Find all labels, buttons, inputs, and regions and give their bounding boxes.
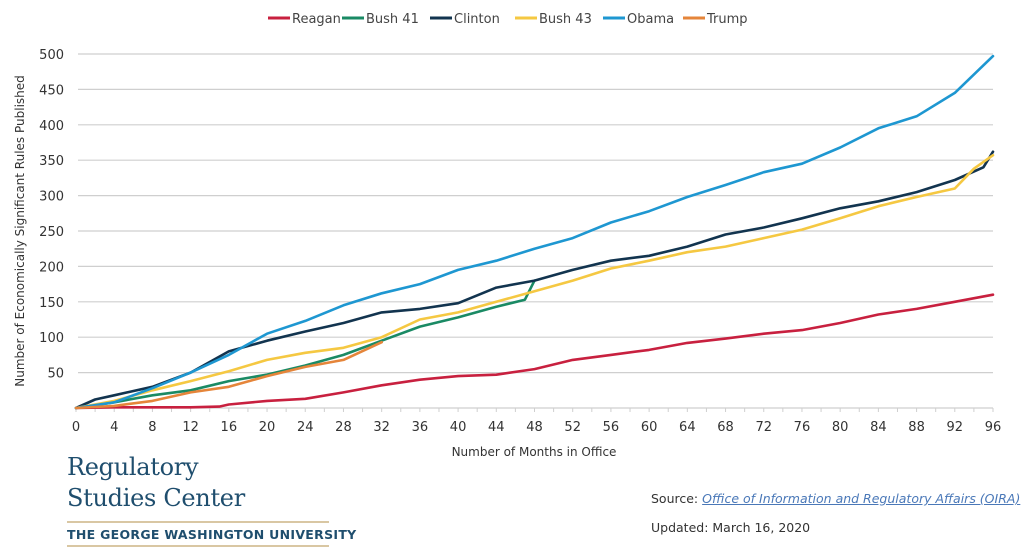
logo-title-line2: Studies Center [67,484,245,512]
source-label: Source: [651,491,703,506]
line-chart: Reagan Bush 41 Clinton Bush 43 Obama Trump 50… [13,12,1002,459]
x-tick-label: 72 [755,420,772,435]
x-tick-label: 4 [110,420,118,435]
x-tick-label: 76 [794,420,811,435]
x-tick-label: 32 [373,420,390,435]
gridlines [78,53,993,374]
legend-label: Reagan [292,12,341,27]
legend-item-clinton[interactable]: Clinton [430,12,500,27]
legend-label: Bush 43 [539,12,592,27]
x-tick-label: 28 [335,420,352,435]
updated-date: Updated: March 16, 2020 [651,520,811,535]
x-axis: 0 4 8 12 16 20 24 28 32 36 40 44 48 52 56 60 64 68 72 76 80 8… [72,407,1002,435]
legend-item-reagan[interactable]: Reagan [268,12,341,27]
source-note: Source: Office of Information and Regula… [651,491,1020,506]
series-line-bush-41 [74,279,536,410]
y-axis-ticks: 50 100 150 200 250 300 350 400 450 500 [39,48,64,382]
legend-label: Trump [706,12,748,27]
y-tick-label: 300 [39,190,64,205]
y-tick-label: 350 [39,154,64,169]
y-tick-label: 150 [39,296,64,311]
legend-label: Bush 41 [366,12,419,27]
x-tick-label: 52 [564,420,581,435]
series-line-reagan [74,293,995,410]
x-axis-title: Number of Months in Office [452,445,617,459]
legend-item-bush-41[interactable]: Bush 41 [342,12,419,27]
logo-divider-bottom [67,545,329,547]
x-tick-label: 36 [412,420,429,435]
x-tick-label: 92 [947,420,964,435]
y-axis-title: Number of Economically Significant Rules… [13,75,27,387]
x-tick-label: 48 [526,420,543,435]
x-tick-label: 16 [221,420,238,435]
legend-item-trump[interactable]: Trump [683,12,748,27]
y-tick-label: 250 [39,225,64,240]
x-tick-label: 40 [450,420,467,435]
series-line-obama [74,54,995,410]
series-lines [74,54,995,410]
y-tick-label: 450 [39,83,64,98]
x-tick-label: 12 [182,420,199,435]
series-line-bush-43 [74,153,995,410]
logo-title-line1: Regulatory [67,453,199,481]
regulatory-studies-center-logo: Regulatory Studies Center THE GEORGE WAS… [67,452,357,547]
y-tick-label: 200 [39,260,64,275]
y-tick-label: 100 [39,331,64,346]
x-tick-label: 20 [259,420,276,435]
x-tick-label: 60 [641,420,658,435]
legend-label: Clinton [454,12,500,27]
x-tick-label: 80 [832,420,849,435]
x-tick-label: 0 [72,420,80,435]
x-tick-label: 8 [148,420,156,435]
x-tick-label: 24 [297,420,314,435]
series-line-trump [74,340,383,410]
x-tick-label: 88 [908,420,925,435]
logo-university: THE GEORGE WASHINGTON UNIVERSITY [67,527,357,542]
legend-item-obama[interactable]: Obama [603,12,674,27]
x-tick-label: 56 [603,420,620,435]
x-tick-label: 68 [717,420,734,435]
legend-item-bush-43[interactable]: Bush 43 [515,12,592,27]
x-tick-label: 84 [870,420,887,435]
y-tick-label: 500 [39,48,64,63]
y-tick-label: 400 [39,119,64,134]
source-link[interactable]: Office of Information and Regulatory Aff… [702,491,1021,506]
x-tick-label: 96 [985,420,1002,435]
legend-label: Obama [627,12,674,27]
x-tick-label: 44 [488,420,505,435]
legend: Reagan Bush 41 Clinton Bush 43 Obama Trump [268,12,748,27]
y-tick-label: 50 [47,367,64,382]
logo-divider-top [67,521,329,523]
x-tick-label: 64 [679,420,696,435]
